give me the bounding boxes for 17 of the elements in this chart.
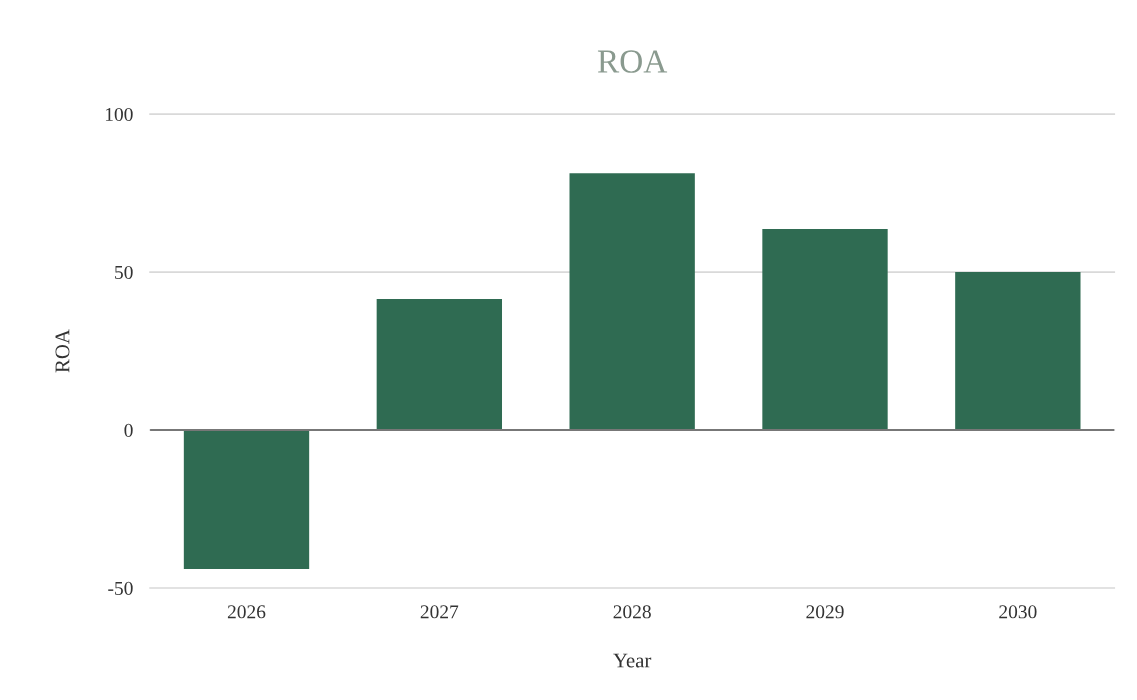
x-tick-label: 2030	[999, 605, 1037, 619]
bar	[955, 272, 1081, 431]
x-axis-title: Year	[613, 653, 652, 668]
y-tick-label: 100	[105, 107, 133, 122]
x-tick-label: 2027	[420, 605, 459, 619]
x-tick-label: 2028	[613, 605, 651, 619]
x-tick-label: 2029	[806, 605, 844, 619]
y-tick-label: -50	[108, 581, 133, 595]
bar	[183, 430, 310, 570]
x-tick-label: 2026	[227, 605, 266, 619]
y-tick-label: 0	[124, 423, 133, 437]
y-tick-label: 50	[115, 265, 133, 279]
y-axis-title: ROA	[55, 329, 70, 373]
chart-title: ROA	[597, 50, 668, 73]
bar	[762, 229, 888, 431]
bar	[376, 298, 503, 431]
bar	[569, 173, 695, 431]
